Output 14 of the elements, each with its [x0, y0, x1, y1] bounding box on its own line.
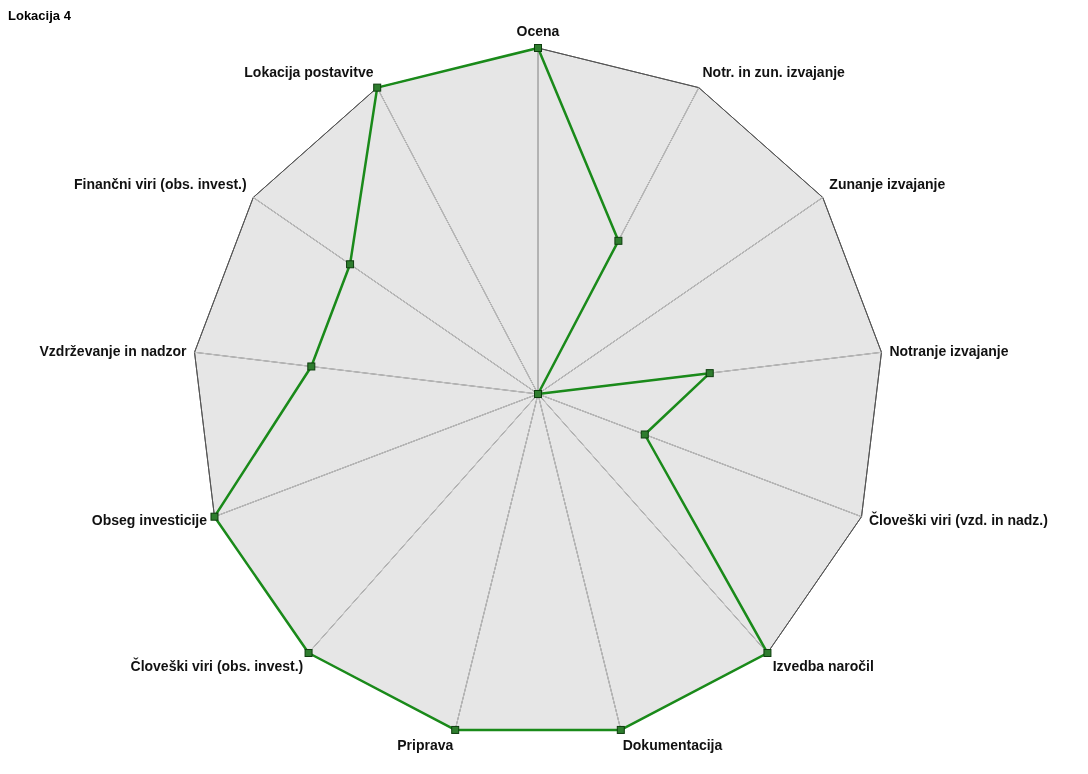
spoke-label: Ocena — [516, 23, 560, 39]
spoke-label: Notr. in zun. izvajanje — [702, 63, 846, 80]
spoke-label: Obseg investicije — [91, 511, 208, 528]
spoke-label: Finančni viri (obs. invest.) — [73, 175, 247, 192]
spoke-label: Vzdrževanje in nadzor — [39, 343, 188, 360]
spoke-label: Lokacija postavitve — [244, 63, 374, 80]
spoke-label: Izvedba naročil — [772, 657, 874, 674]
chart-title: Lokacija 4 — [8, 8, 71, 23]
spoke-label: Človeški viri (obs. invest.) — [130, 656, 304, 674]
spoke-label: Notranje izvajanje — [889, 343, 1009, 360]
spoke-label: Dokumentacija — [622, 736, 723, 753]
spoke-label: Priprava — [397, 736, 454, 753]
spoke-label: Človeški viri (vzd. in nadz.) — [869, 510, 1048, 528]
spoke-label: Zunanje izvajanje — [829, 175, 946, 192]
